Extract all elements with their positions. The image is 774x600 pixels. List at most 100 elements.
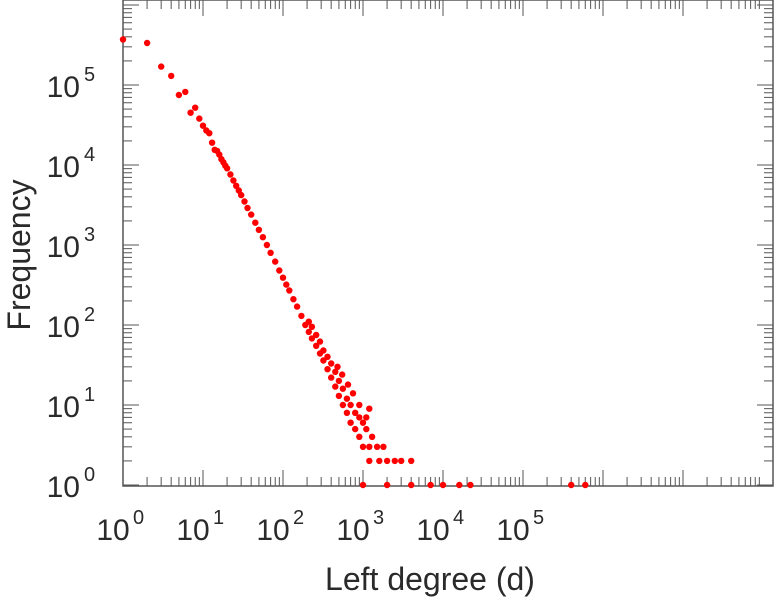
data-point [391, 457, 398, 465]
data-point [196, 115, 203, 122]
data-point [313, 331, 320, 339]
data-point [335, 392, 343, 400]
x-tick-label-exponent: 4 [453, 507, 464, 529]
data-point [158, 63, 165, 70]
y-tick-label-exponent: 1 [84, 384, 95, 406]
data-point [368, 433, 376, 440]
data-point [244, 204, 251, 212]
data-point [339, 371, 346, 378]
data-point [359, 481, 367, 489]
y-tick-label-exponent: 0 [84, 464, 95, 486]
plot-frame [122, 0, 774, 487]
x-tick-label-exponent: 0 [133, 507, 144, 529]
y-tick-label-base: 10 [47, 471, 80, 504]
data-point [255, 226, 263, 233]
data-point [373, 443, 381, 450]
data-point [352, 409, 359, 416]
data-point [305, 318, 312, 325]
data-point [283, 281, 290, 288]
data-point [308, 323, 316, 330]
data-point [308, 335, 316, 342]
data-point [347, 401, 354, 409]
data-point [206, 130, 213, 137]
data-point [293, 303, 301, 310]
data-point [347, 419, 354, 426]
data-point [276, 267, 283, 274]
data-point [248, 211, 255, 218]
data-point [408, 481, 415, 489]
data-point [356, 414, 363, 421]
data-point [316, 338, 324, 345]
y-axis-label: Frequency [1, 179, 37, 330]
data-point [223, 165, 231, 172]
data-point [119, 36, 127, 43]
data-point [343, 395, 351, 402]
data-point [208, 139, 216, 146]
x-tick-label-exponent: 3 [373, 507, 384, 529]
y-tick-label-base: 10 [47, 311, 80, 344]
data-point [168, 72, 175, 80]
y-tick-label-exponent: 5 [84, 64, 95, 86]
data-point [227, 171, 234, 178]
x-tick-label-base: 10 [96, 514, 129, 547]
data-point [376, 457, 383, 465]
data-point [366, 443, 373, 450]
data-point [230, 177, 237, 184]
data-point [182, 88, 189, 96]
data-point [192, 104, 199, 111]
data-point [363, 414, 370, 421]
x-tick-label-base: 10 [416, 514, 449, 547]
x-tick-label-base: 10 [176, 514, 209, 547]
data-point [267, 249, 274, 256]
data-point [568, 481, 575, 489]
data-point [467, 481, 474, 489]
data-point [334, 363, 341, 370]
data-point [356, 433, 363, 440]
data-point [143, 39, 151, 47]
data-point [279, 274, 287, 281]
x-axis-label: Left degree (d) [325, 561, 535, 597]
data-point [252, 219, 259, 226]
data-point [290, 296, 297, 303]
axis-ticks [122, 0, 773, 486]
data-point [332, 368, 339, 375]
data-point [339, 385, 347, 392]
data-point [383, 457, 391, 465]
data-point [199, 122, 207, 129]
data-point [380, 443, 387, 450]
data-point [356, 401, 363, 409]
data-point [332, 383, 339, 390]
y-tick-label-exponent: 3 [84, 224, 95, 246]
y-tick-label-base: 10 [47, 391, 80, 424]
data-point [233, 182, 240, 189]
data-point [359, 443, 367, 450]
x-tick-label-exponent: 2 [293, 507, 304, 529]
y-tick-label-base: 10 [47, 231, 80, 264]
data-point [343, 409, 351, 416]
data-point [344, 381, 352, 388]
data-point [324, 366, 331, 373]
data-point [305, 328, 312, 336]
data-point [352, 425, 359, 433]
data-point [320, 357, 327, 364]
data-point [298, 312, 305, 320]
x-tick-label-exponent: 1 [213, 507, 224, 529]
data-point [398, 457, 405, 465]
y-tick-label-base: 10 [47, 71, 80, 104]
data-point [320, 347, 327, 354]
data-point [366, 457, 373, 465]
data-point [359, 419, 367, 426]
data-point [427, 481, 434, 489]
data-point [328, 374, 335, 381]
data-point [286, 287, 293, 294]
data-point [582, 481, 589, 489]
data-point [238, 191, 245, 199]
data-point [408, 457, 415, 465]
data-point [383, 481, 391, 489]
data-points [119, 36, 589, 489]
data-point [263, 241, 271, 249]
y-tick-label-base: 10 [47, 151, 80, 184]
data-point [363, 425, 370, 433]
